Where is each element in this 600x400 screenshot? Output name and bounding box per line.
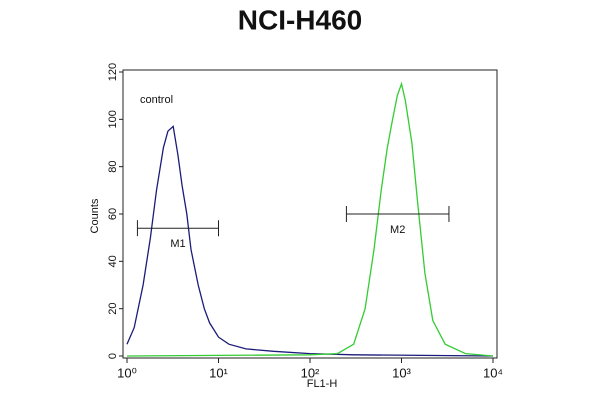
y-tick-label: 40	[107, 255, 119, 267]
chart-title: NCI-H460	[238, 4, 362, 35]
x-tick-label: 10¹	[209, 365, 228, 380]
series-line	[126, 81, 494, 357]
y-tick-label: 80	[107, 161, 119, 173]
x-tick-label: 10³	[392, 365, 411, 380]
y-axis-label: Counts	[89, 198, 101, 233]
y-tick-label: 0	[107, 353, 119, 359]
gate-label: M2	[390, 224, 405, 236]
x-tick-label: 10⁰	[117, 365, 137, 380]
x-tick-label: 10⁴	[483, 365, 503, 380]
x-tick-label: 10²	[301, 365, 320, 380]
y-tick-label: 120	[107, 63, 119, 81]
y-tick-label: 60	[107, 208, 119, 220]
y-tick-label: 100	[107, 110, 119, 128]
legend-label: control	[140, 94, 173, 106]
y-tick-label: 20	[107, 303, 119, 315]
x-axis-label: FL1-H	[307, 378, 338, 390]
series-line	[126, 125, 494, 357]
gate-label: M1	[170, 238, 185, 250]
